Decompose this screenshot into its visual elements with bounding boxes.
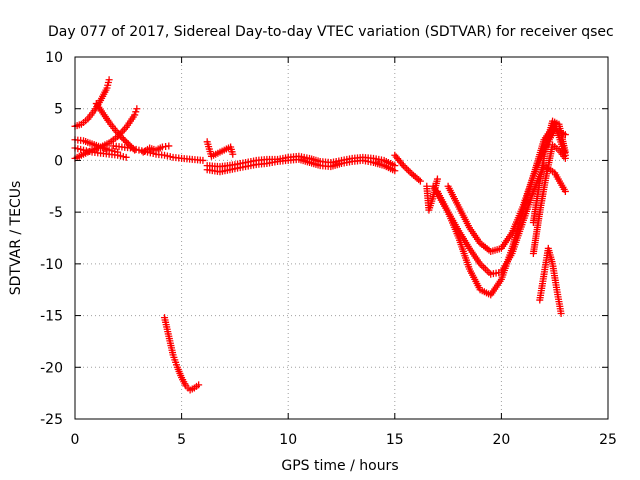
data-point (407, 169, 414, 176)
data-point (122, 137, 129, 144)
y-tick-label: -20 (40, 360, 63, 376)
chart-title: Day 077 of 2017, Sidereal Day-to-day VTE… (48, 24, 614, 40)
y-tick-label: 0 (54, 153, 63, 169)
sdtvar-chart: Day 077 of 2017, Sidereal Day-to-day VTE… (0, 0, 640, 480)
series-isolated-midday (204, 138, 237, 159)
y-tick-label: 5 (54, 102, 63, 118)
plot-frame (75, 57, 608, 419)
y-tick-label: 10 (45, 50, 63, 66)
data-point (405, 167, 412, 174)
x-tick-label: 15 (386, 432, 404, 448)
y-tick-label: -15 (40, 309, 63, 325)
data-point (478, 262, 485, 269)
data-point (165, 142, 172, 149)
x-tick-label: 25 (599, 432, 617, 448)
x-tick-label: 10 (279, 432, 297, 448)
data-point (133, 105, 140, 112)
data-point (482, 266, 489, 273)
grid (75, 57, 608, 419)
data-point (402, 164, 409, 171)
x-tick-label: 0 (71, 432, 80, 448)
series-arc-end-fall (536, 245, 564, 317)
data-marks (72, 76, 569, 393)
axis-ticks: 0 5 10 15 20 25 -25 -20 -15 -10 -5 0 5 10 (40, 50, 617, 448)
data-point (484, 267, 491, 274)
y-tick-label: -5 (49, 205, 63, 221)
x-axis-label: GPS time / hours (281, 458, 398, 474)
x-tick-label: 5 (177, 432, 186, 448)
data-point (403, 165, 410, 172)
y-axis-label: SDTVAR / TECUs (8, 181, 24, 296)
x-tick-label: 20 (492, 432, 510, 448)
data-point (485, 269, 492, 276)
y-tick-label: -25 (40, 412, 63, 428)
series-arc-late-a (391, 152, 424, 185)
data-point (480, 264, 487, 271)
y-tick-label: -10 (40, 257, 63, 273)
